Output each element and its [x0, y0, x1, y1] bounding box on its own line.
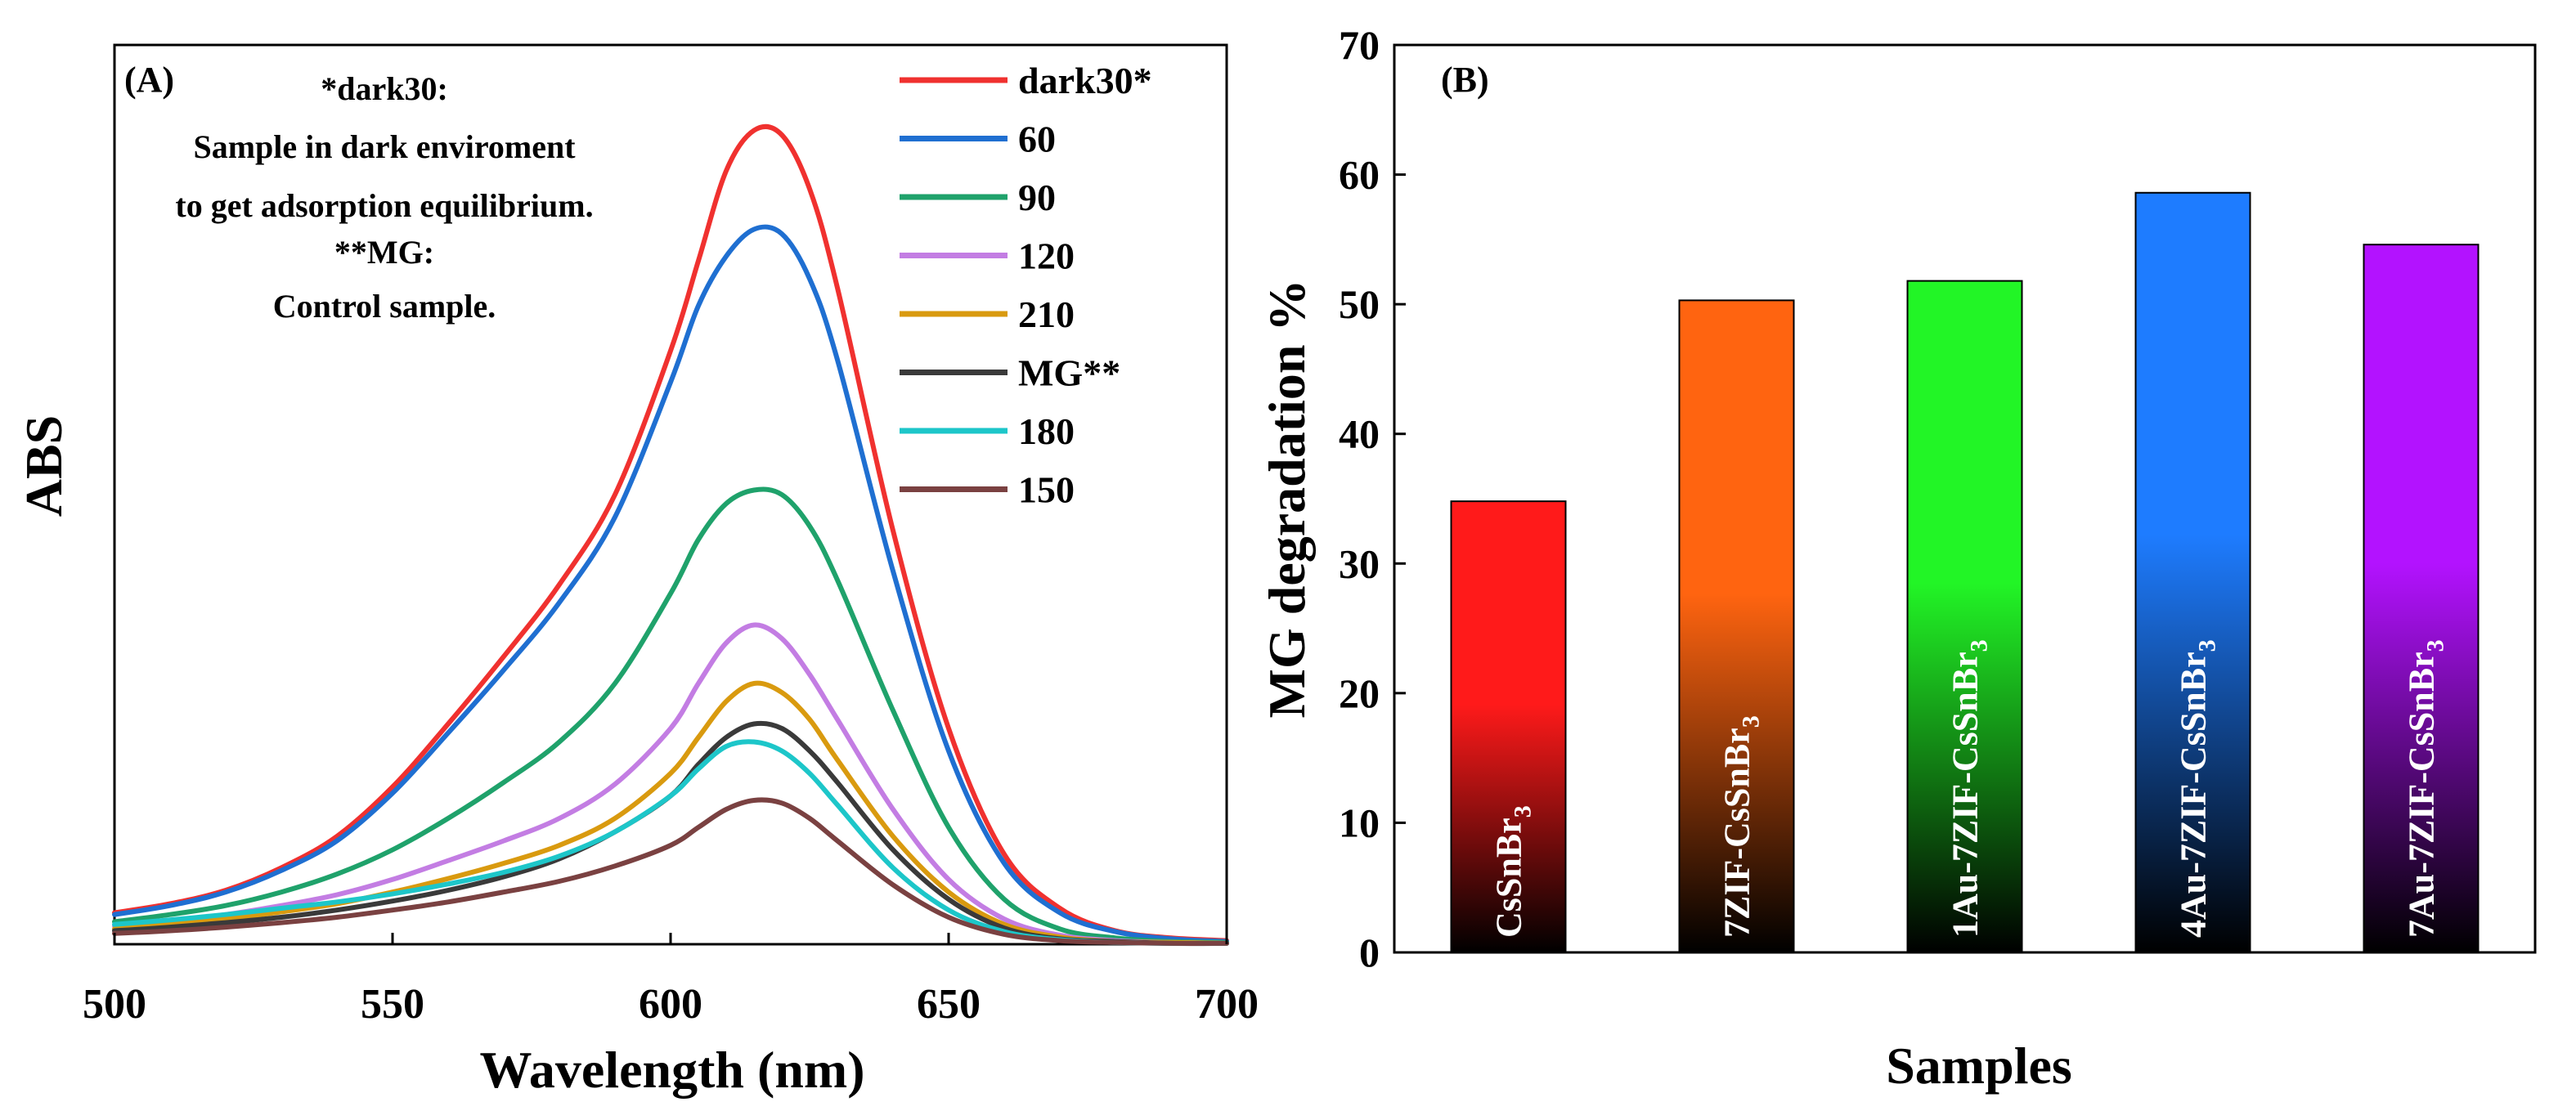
- bar-category-label: 1Au-7ZIF-CsSnBr3: [1945, 639, 1993, 938]
- panel-b-y-tick-label: 70: [1339, 22, 1380, 68]
- panel-a-x-ticks: 500 550 600 650 700: [83, 933, 1259, 1028]
- series-line-60: [112, 224, 1229, 944]
- legend-label: MG**: [1018, 352, 1120, 394]
- panel-b-x-axis-label: Samples: [1886, 1037, 2072, 1095]
- panel-b-y-tick-label: 30: [1339, 540, 1380, 586]
- bar: [1906, 280, 2023, 954]
- bar: [1450, 500, 1567, 953]
- panel-a-series-group: [112, 123, 1229, 947]
- series-line-150: [112, 797, 1229, 946]
- panel-b-y-tick-label: 0: [1359, 930, 1380, 975]
- panel-b-label: (B): [1441, 60, 1489, 100]
- legend-label: 90: [1018, 177, 1056, 218]
- bar: [2134, 191, 2251, 953]
- panel-a-x-tick-label: 650: [917, 981, 981, 1028]
- bar-category-label: 7Au-7ZIF-CsSnBr3: [2402, 639, 2449, 938]
- series-line-120: [112, 622, 1229, 946]
- panel-b-bars-group: CsSnBr3 7ZIF-CsSnBr3 1Au-7ZIF-CsSnBr3 4Au-7…: [1450, 191, 2480, 954]
- panel-b-y-tick-label: 60: [1339, 152, 1380, 198]
- series-line-mg: [112, 720, 1229, 947]
- panel-b-plot-frame: [1393, 43, 2537, 954]
- panel-a-y-axis-label: ABS: [15, 415, 73, 517]
- bar-category-label: CsSnBr3: [1489, 805, 1537, 938]
- panel-a-line-chart: 500 550 600 650 700 (A) *dark30: Sample in d…: [15, 43, 1259, 1099]
- annotation-line-5: Control sample.: [273, 288, 496, 325]
- panel-b-y-tick-label: 40: [1339, 411, 1380, 457]
- panel-b-y-tick-label: 20: [1339, 670, 1380, 716]
- panel-b-bar-chart: CsSnBr3 7ZIF-CsSnBr3 1Au-7ZIF-CsSnBr3 4Au-7…: [1258, 22, 2537, 1095]
- panel-b-y-tick-label: 10: [1339, 800, 1380, 845]
- bar-category-label: 7ZIF-CsSnBr3: [1717, 715, 1765, 938]
- panel-a-x-tick-label: 700: [1195, 981, 1259, 1028]
- legend-label: 180: [1018, 410, 1075, 452]
- legend-label: dark30*: [1018, 60, 1152, 101]
- series-line-dark30: [112, 123, 1229, 943]
- bar-category-label: 4Au-7ZIF-CsSnBr3: [2174, 639, 2221, 938]
- panel-a-label: (A): [124, 60, 174, 100]
- panel-a-x-axis-label: Wavelength (nm): [479, 1041, 864, 1099]
- annotation-line-1: *dark30:: [321, 70, 448, 107]
- legend-label: 60: [1018, 119, 1056, 160]
- legend-label: 150: [1018, 469, 1075, 511]
- panel-b-y-axis-label: MG degradation %: [1258, 280, 1316, 719]
- annotation-line-2: Sample in dark enviroment: [193, 128, 576, 165]
- panel-a-legend: dark30* 60 90 120 210 MG** 180 150: [900, 60, 1152, 511]
- legend-label: 120: [1018, 235, 1075, 277]
- panel-a-annotation: *dark30: Sample in dark enviroment to ge…: [175, 70, 593, 325]
- panel-a-x-tick-label: 600: [639, 981, 702, 1028]
- legend-label: 210: [1018, 293, 1075, 335]
- bar: [2363, 244, 2480, 953]
- bar: [1678, 299, 1795, 953]
- annotation-line-3: to get adsorption equilibrium.: [175, 187, 593, 224]
- panel-b-y-tick-label: 50: [1339, 281, 1380, 327]
- panel-a-x-tick-label: 500: [83, 981, 146, 1028]
- annotation-line-4: **MG:: [334, 234, 434, 271]
- panel-b-y-ticks: 0 10 20 30 40 50 60 70: [1339, 22, 1406, 975]
- panel-a-x-tick-label: 550: [361, 981, 424, 1028]
- series-line-90: [112, 486, 1229, 945]
